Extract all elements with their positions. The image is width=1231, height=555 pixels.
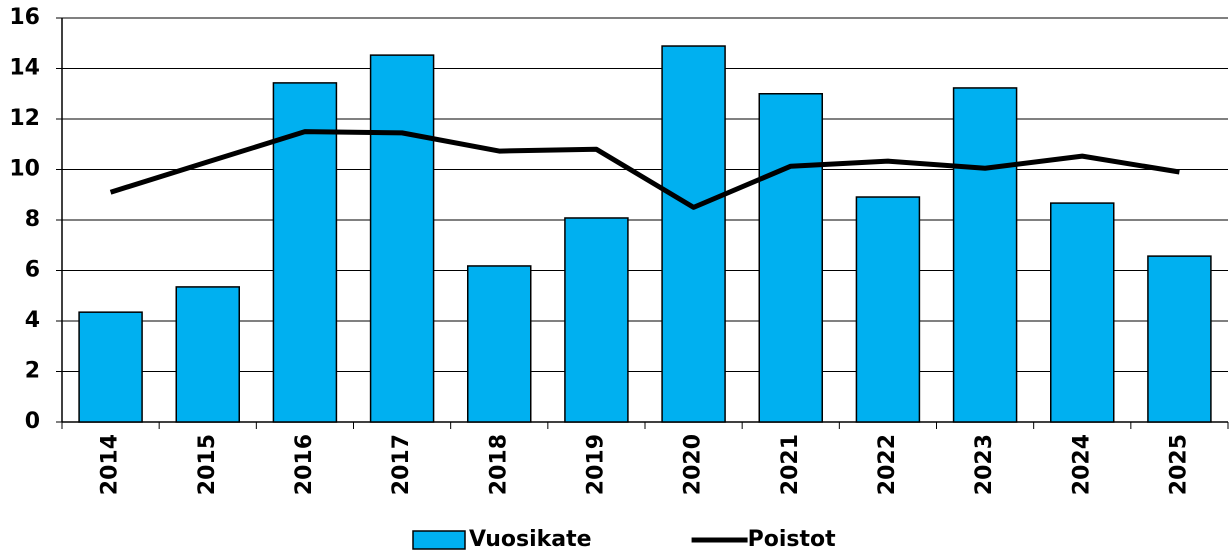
bar bbox=[1050, 202, 1115, 423]
y-tick-label: 0 bbox=[25, 409, 40, 434]
x-tick-label: 2020 bbox=[681, 434, 706, 495]
bar bbox=[467, 265, 532, 423]
bar bbox=[758, 93, 823, 423]
x-tick-label: 2021 bbox=[778, 434, 803, 495]
x-tick-label: 2025 bbox=[1166, 434, 1191, 495]
x-tick-label: 2019 bbox=[583, 434, 608, 495]
y-tick-label: 4 bbox=[25, 308, 40, 333]
x-tick-label: 2022 bbox=[875, 434, 900, 495]
y-tick-label: 16 bbox=[9, 5, 40, 30]
bar bbox=[369, 54, 435, 423]
line bbox=[109, 129, 1180, 210]
y-tick-label: 10 bbox=[9, 157, 40, 182]
x-tick-label: 2015 bbox=[195, 434, 220, 495]
legend-label: Vuosikate bbox=[469, 527, 592, 552]
bar bbox=[1147, 255, 1212, 423]
y-tick-label: 12 bbox=[9, 106, 40, 131]
y-tick-label: 2 bbox=[25, 359, 40, 384]
bar bbox=[661, 45, 726, 423]
legend-label: Poistot bbox=[748, 527, 837, 552]
bar bbox=[175, 286, 240, 423]
x-tick-label: 2014 bbox=[98, 434, 123, 495]
x-tick-label: 2024 bbox=[1069, 434, 1094, 495]
bar bbox=[855, 196, 921, 423]
legend-swatch bbox=[412, 530, 466, 550]
bar bbox=[78, 311, 143, 423]
y-tick-label: 8 bbox=[25, 207, 40, 232]
x-tick-label: 2017 bbox=[389, 434, 414, 495]
bar bbox=[564, 217, 629, 423]
bar bbox=[952, 87, 1018, 423]
y-tick-label: 6 bbox=[25, 258, 40, 283]
x-tick-label: 2016 bbox=[292, 434, 317, 495]
y-tick-label: 14 bbox=[9, 56, 40, 81]
x-tick-label: 2023 bbox=[972, 434, 997, 495]
x-tick-label: 2018 bbox=[486, 434, 511, 495]
